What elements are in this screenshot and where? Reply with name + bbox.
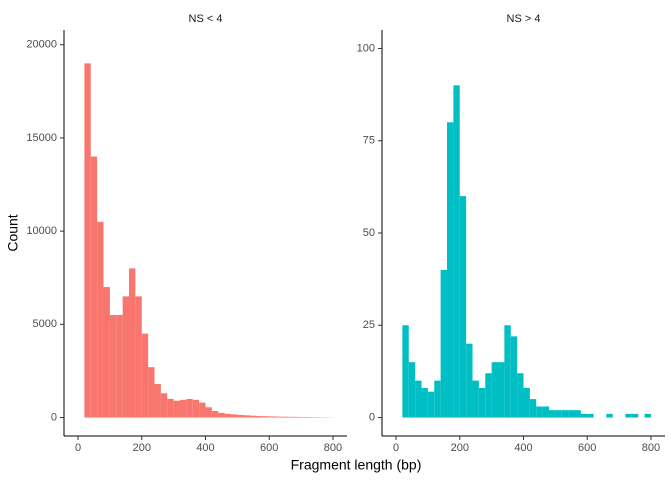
- bar: [606, 413, 613, 418]
- bar: [192, 399, 200, 418]
- y-tick-label: 75: [363, 135, 375, 147]
- x-tick-label: 0: [393, 442, 399, 454]
- bar: [173, 400, 181, 418]
- bar: [536, 406, 543, 418]
- y-tick-label: 15000: [26, 132, 57, 144]
- bar: [180, 399, 187, 418]
- bar: [523, 388, 530, 418]
- bar: [561, 410, 569, 418]
- bar: [548, 410, 556, 418]
- bar: [472, 380, 479, 418]
- bar: [160, 393, 168, 418]
- bar: [116, 315, 123, 418]
- bar: [186, 398, 193, 418]
- bar: [574, 410, 581, 418]
- y-tick-label: 0: [51, 411, 57, 423]
- bar: [491, 362, 499, 418]
- y-tick-label: 20000: [26, 39, 57, 51]
- bar: [269, 416, 276, 418]
- bar: [84, 63, 91, 418]
- bar: [103, 287, 110, 418]
- strip-label: NS > 4: [507, 13, 541, 25]
- x-tick-label: 800: [324, 442, 342, 454]
- bar: [294, 416, 302, 418]
- bar: [510, 336, 518, 418]
- bar: [427, 391, 435, 418]
- bar: [402, 325, 409, 418]
- bar: [440, 269, 448, 418]
- bar: [485, 373, 492, 418]
- bar: [517, 373, 524, 418]
- bar: [230, 414, 238, 418]
- bar: [504, 325, 511, 418]
- y-tick-label: 5000: [33, 318, 57, 330]
- bar: [447, 122, 454, 418]
- y-axis-title: Count: [5, 214, 21, 251]
- bar: [529, 399, 537, 418]
- bar: [288, 416, 295, 418]
- y-tick-label: 100: [357, 42, 375, 54]
- bar: [453, 85, 460, 418]
- bar: [631, 413, 639, 418]
- bar: [205, 407, 212, 418]
- y-tick-label: 0: [369, 411, 375, 423]
- bar: [262, 416, 270, 418]
- bar: [421, 388, 428, 418]
- bar: [122, 296, 130, 418]
- bar: [135, 296, 142, 418]
- bar: [498, 362, 505, 418]
- bar: [644, 413, 651, 418]
- bar: [459, 196, 467, 418]
- bar: [224, 413, 231, 418]
- x-tick-label: 600: [578, 442, 596, 454]
- bar: [555, 410, 562, 418]
- bar: [218, 412, 225, 418]
- y-tick-label: 10000: [26, 225, 57, 237]
- bar: [281, 416, 289, 418]
- bar: [148, 367, 155, 418]
- bar: [625, 413, 632, 418]
- bar: [301, 416, 308, 418]
- bar: [211, 411, 219, 418]
- bar: [478, 388, 486, 418]
- x-tick-label: 200: [133, 442, 151, 454]
- bar: [167, 398, 174, 418]
- bar: [250, 415, 257, 418]
- bar: [580, 413, 588, 418]
- x-axis-title: Fragment length (bp): [291, 457, 422, 473]
- bar: [129, 268, 136, 418]
- bar: [256, 416, 263, 418]
- bar: [434, 380, 441, 418]
- x-tick-label: 600: [260, 442, 278, 454]
- bar: [275, 416, 282, 418]
- x-tick-label: 0: [75, 442, 81, 454]
- bar: [587, 413, 594, 418]
- bar: [568, 410, 575, 418]
- y-tick-label: 50: [363, 227, 375, 239]
- bar: [141, 333, 149, 418]
- y-tick-label: 25: [363, 319, 375, 331]
- x-tick-label: 800: [642, 442, 660, 454]
- bar: [154, 383, 161, 418]
- bar: [109, 315, 117, 418]
- bar: [415, 380, 422, 418]
- bar: [199, 402, 206, 418]
- bar: [408, 362, 416, 418]
- x-tick-label: 400: [514, 442, 532, 454]
- bar: [90, 156, 98, 418]
- bar: [97, 221, 104, 418]
- x-tick-label: 200: [451, 442, 469, 454]
- bar: [237, 414, 244, 418]
- bar: [243, 415, 251, 418]
- bar: [542, 406, 549, 418]
- strip-label: NS < 4: [189, 13, 223, 25]
- x-tick-label: 400: [196, 442, 214, 454]
- bar: [466, 343, 473, 418]
